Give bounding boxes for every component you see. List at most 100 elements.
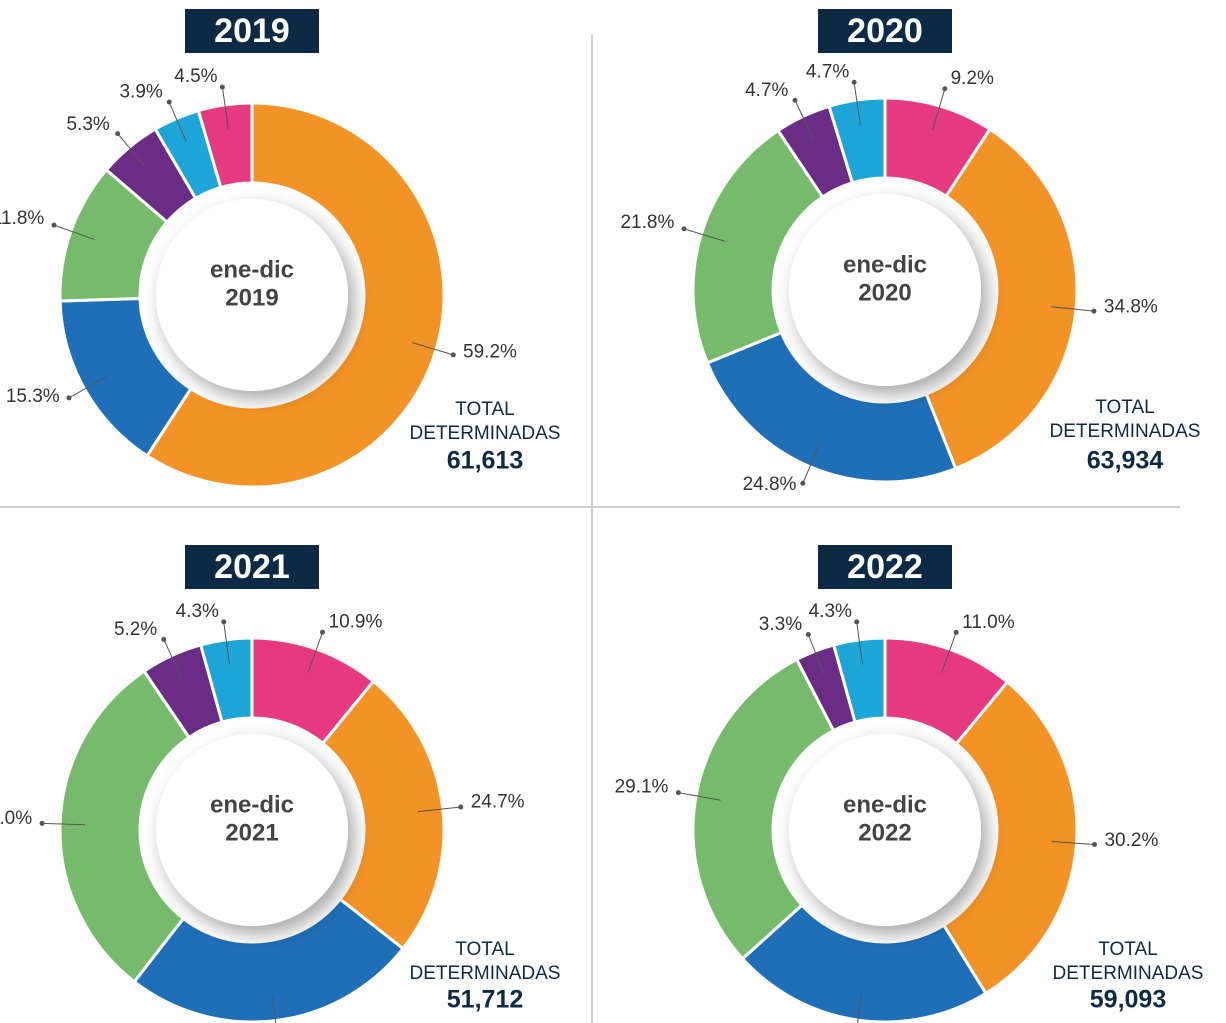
leader-line (683, 228, 726, 242)
total-title: DETERMINADAS (410, 423, 561, 444)
leader-line (1051, 306, 1094, 312)
title-box (818, 9, 952, 53)
leader-dot (66, 395, 72, 401)
value-label: 4.7% (745, 80, 788, 101)
leader-line (271, 995, 277, 1023)
leader-line (856, 621, 864, 665)
leader-dot (851, 79, 857, 85)
center-text: ene-dic (210, 791, 294, 818)
value-label: 9.2% (951, 68, 994, 89)
leader-line (794, 100, 814, 140)
value-label: 3.9% (120, 82, 163, 103)
leader-line (857, 995, 862, 1023)
leader-dot (221, 619, 227, 625)
total-title: TOTAL (455, 399, 514, 420)
leader-line (163, 639, 183, 679)
total-title: TOTAL (455, 939, 514, 960)
leader-line (221, 87, 229, 130)
leader-line (42, 822, 86, 826)
value-label: 21.8% (620, 212, 674, 233)
total-value: 63,934 (1087, 447, 1164, 475)
center-circle (156, 199, 348, 391)
leader-line (941, 632, 957, 674)
value-label: 34.8% (1104, 297, 1158, 318)
leader-line (68, 376, 107, 399)
leader-dot (219, 84, 225, 90)
value-label: 15.3% (6, 386, 60, 407)
value-label: 5.3% (66, 114, 109, 135)
leader-dot (39, 820, 45, 826)
leader-line (411, 342, 454, 356)
leader-dot (805, 632, 811, 638)
leader-dot (792, 97, 798, 103)
leader-dot (681, 226, 687, 232)
donut-segment (320, 679, 446, 951)
leader-dot (161, 636, 167, 642)
donut-segment (831, 636, 887, 724)
leader-dot (942, 86, 948, 92)
donut-segment (691, 657, 836, 961)
leader-line (932, 88, 946, 131)
chart-title: 2022 (847, 548, 923, 586)
value-label: 4.3% (809, 601, 852, 622)
center-text: ene-dic (210, 256, 294, 283)
leader-dot (115, 131, 121, 137)
donut-segment (198, 636, 254, 724)
total-title: DETERMINADAS (1050, 421, 1201, 442)
leader-line (807, 634, 825, 675)
leader-dot (1091, 842, 1097, 848)
value-label: 4.3% (176, 601, 219, 622)
title-box (818, 545, 952, 589)
value-label: 24.7% (471, 791, 525, 812)
center-circle (156, 734, 348, 926)
total-title: TOTAL (1098, 939, 1157, 960)
value-label: 11.8% (0, 208, 44, 229)
value-label: 30.0% (0, 808, 32, 829)
center-circle (789, 194, 981, 386)
donut-segment (58, 669, 192, 984)
leader-dot (51, 222, 57, 228)
leader-line (53, 224, 95, 240)
center-year: 2019 (225, 284, 278, 311)
center-year: 2020 (858, 279, 911, 306)
value-label: 11.0% (962, 612, 1015, 633)
total-value: 51,712 (447, 986, 523, 1014)
value-label: 59.2% (463, 342, 517, 363)
donut-segment (196, 101, 254, 190)
leader-line (802, 443, 821, 484)
donut-segment (740, 902, 988, 1023)
leader-line (1051, 841, 1095, 846)
donut-segment (132, 897, 406, 1023)
donut-segment (691, 128, 825, 365)
leader-dot (1091, 308, 1097, 314)
leader-dot (854, 619, 860, 625)
leader-line (853, 82, 861, 125)
center-text: ene-dic (843, 791, 927, 818)
leader-line (307, 632, 323, 673)
center-year: 2022 (858, 819, 911, 846)
leader-dot (166, 99, 172, 105)
leader-line (223, 621, 231, 665)
leader-dot (458, 804, 464, 810)
value-label: 5.2% (114, 619, 157, 640)
donut-segment (924, 127, 1079, 471)
total-title: TOTAL (1095, 397, 1154, 418)
total-title: DETERMINADAS (410, 963, 561, 984)
chart-title: 2019 (214, 12, 290, 50)
center-year: 2021 (225, 819, 278, 846)
leader-line (417, 806, 461, 813)
total-value: 61,613 (447, 447, 523, 475)
total-value: 59,093 (1090, 986, 1166, 1014)
total-title: DETERMINADAS (1053, 963, 1204, 984)
center-circle (789, 734, 981, 926)
title-box (185, 9, 319, 53)
donut-segment (827, 96, 887, 185)
value-label: 10.9% (329, 612, 383, 633)
leader-dot (450, 352, 456, 358)
value-label: 30.2% (1104, 830, 1158, 851)
leader-dot (675, 790, 681, 796)
leader-line (117, 133, 146, 167)
leader-dot (320, 629, 326, 635)
value-label: 4.7% (806, 61, 849, 82)
